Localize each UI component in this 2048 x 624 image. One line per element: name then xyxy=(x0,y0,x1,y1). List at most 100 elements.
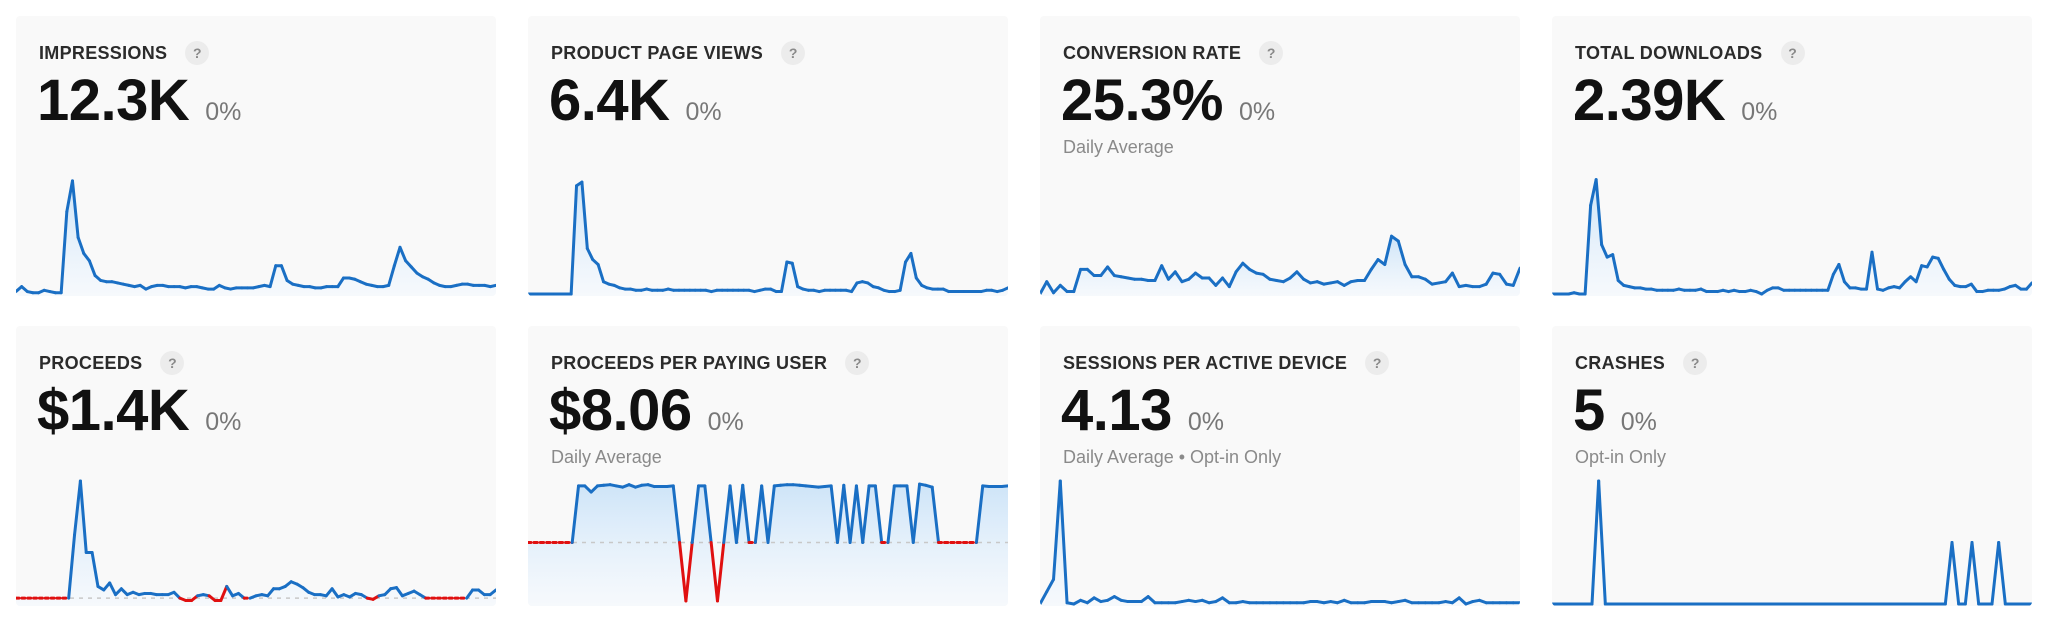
sparkline-segment xyxy=(570,484,581,544)
sparkline-segment xyxy=(690,484,701,544)
sparkline-segment xyxy=(1511,266,1520,287)
help-question-icon[interactable]: ? xyxy=(1780,41,1805,65)
sparkline-segment xyxy=(760,484,770,544)
sparkline-segment xyxy=(108,581,118,597)
metric-value: 12.3K xyxy=(37,68,190,133)
sparkline-chart[interactable] xyxy=(16,16,496,296)
metric-subtitle: Daily Average xyxy=(551,447,662,467)
sparkline-segment xyxy=(1914,264,1924,284)
help-question-icon[interactable]: ? xyxy=(1683,351,1708,375)
sparkline-segment xyxy=(394,586,404,598)
sparkline-segment xyxy=(850,281,859,294)
sparkline-segment xyxy=(1963,541,1974,606)
sparkline-area xyxy=(1040,481,1520,606)
sparkline-segment xyxy=(1597,479,1607,606)
metric-change: 0% xyxy=(1187,408,1225,436)
sparkline-segment xyxy=(1072,267,1083,294)
sparkline-chart[interactable] xyxy=(528,326,1008,606)
help-question-icon[interactable]: ? xyxy=(845,351,870,375)
metric-card-impressions[interactable]: IMPRESSIONS ? 12.3K 0% xyxy=(16,16,496,296)
sparkline-segment xyxy=(1498,272,1508,286)
sparkline-chart[interactable] xyxy=(16,326,496,606)
sparkline-segment xyxy=(930,485,941,544)
sparkline-segment xyxy=(1870,250,1880,291)
sparkline-segment xyxy=(1369,258,1380,271)
sparkline-segment xyxy=(1396,239,1407,266)
sparkline-segment xyxy=(715,541,726,603)
metric-card-crashes[interactable]: CRASHES ? 5 0% Opt-in Only xyxy=(1552,326,2032,606)
sparkline-segment xyxy=(488,588,496,597)
sparkline-segment xyxy=(1590,479,1601,606)
metric-title: PRODUCT PAGE VIEWS xyxy=(551,42,764,63)
metric-card-product-page-views[interactable]: PRODUCT PAGE VIEWS ? 6.4K 0% xyxy=(528,16,1008,296)
metric-card-conversion-rate[interactable]: CONVERSION RATE ? 25.3% 0% Daily Average xyxy=(1040,16,1520,296)
sparkline-area xyxy=(528,484,1008,606)
sparkline-segment xyxy=(974,484,985,544)
metric-card-proceeds[interactable]: PROCEEDS ? $1.4K 0% xyxy=(16,326,496,606)
card-header: CONVERSION RATE ? xyxy=(1063,41,1284,65)
metric-subtitle: Daily Average • Opt-in Only xyxy=(1063,447,1282,467)
value-row: $8.06 0% xyxy=(549,382,744,440)
sparkline-segment xyxy=(835,483,846,544)
sparkline-chart[interactable] xyxy=(1552,326,2032,606)
sparkline-segment xyxy=(70,179,80,239)
metric-title: PROCEEDS PER PAYING USER xyxy=(551,352,828,373)
sparkline-segment xyxy=(1997,541,2007,606)
help-question-icon[interactable]: ? xyxy=(185,41,210,65)
sparkline-segment xyxy=(1969,282,1979,294)
sparkline-segment xyxy=(1085,267,1096,278)
card-header: SESSIONS PER ACTIVE DEVICE ? xyxy=(1063,351,1390,375)
metric-title: IMPRESSIONS xyxy=(39,42,168,63)
sparkline-segment xyxy=(898,260,908,292)
card-header: PROCEEDS PER PAYING USER ? xyxy=(551,351,870,375)
help-question-icon[interactable]: ? xyxy=(1259,41,1284,65)
sparkline-segment xyxy=(336,276,346,289)
metric-card-proceeds-per-paying-user[interactable]: PROCEEDS PER PAYING USER ? $8.06 0% Dail… xyxy=(528,326,1008,606)
sparkline-segment xyxy=(1363,267,1373,282)
sparkline-segment xyxy=(1001,286,1008,292)
sparkline-area xyxy=(16,180,496,296)
sparkline-segment xyxy=(684,541,694,603)
sparkline-segment xyxy=(569,184,579,296)
metrics-grid: IMPRESSIONS ? 12.3K 0% PRODUCT PAGE VIEW… xyxy=(16,16,2032,608)
sparkline-segment xyxy=(1045,280,1056,295)
card-header: TOTAL DOWNLOADS ? xyxy=(1575,41,1805,65)
sparkline-segment xyxy=(753,484,764,544)
metric-subtitle: Daily Average xyxy=(1063,137,1174,157)
sparkline-segment xyxy=(392,245,402,268)
value-row: 12.3K 0% xyxy=(37,72,241,130)
metric-card-sessions-per-active-device[interactable]: SESSIONS PER ACTIVE DEVICE ? 4.13 0% Dai… xyxy=(1040,326,1520,606)
sparkline-segment xyxy=(1457,596,1468,606)
sparkline-chart[interactable] xyxy=(1552,16,2032,296)
help-question-icon[interactable]: ? xyxy=(160,351,185,375)
sparkline-segment xyxy=(585,246,595,262)
sparkline-segment xyxy=(1611,253,1620,282)
sparkline-segment xyxy=(1950,541,1961,606)
metric-card-total-downloads[interactable]: TOTAL DOWNLOADS ? 2.39K 0% xyxy=(1552,16,2032,296)
metric-change: 0% xyxy=(1741,98,1778,126)
sparkline-segment xyxy=(78,479,88,554)
sparkline-segment xyxy=(728,484,738,544)
help-question-icon[interactable]: ? xyxy=(1365,351,1390,375)
sparkline-segment xyxy=(1221,276,1231,289)
metric-value: 2.39K xyxy=(1573,68,1726,133)
card-header: IMPRESSIONS ? xyxy=(39,41,210,65)
sparkline-segment xyxy=(87,259,97,278)
metric-value: $1.4K xyxy=(37,378,190,443)
sparkline-segment xyxy=(766,484,776,544)
sparkline-segment xyxy=(909,251,918,280)
help-question-icon[interactable]: ? xyxy=(781,41,806,65)
sparkline-segment xyxy=(73,479,82,537)
sparkline-segment xyxy=(854,484,865,544)
sparkline-segment xyxy=(1925,255,1935,269)
sparkline-segment xyxy=(914,276,924,287)
sparkline-segment xyxy=(59,210,69,295)
sparkline-chart[interactable] xyxy=(528,16,1008,296)
metric-value: 25.3% xyxy=(1061,68,1223,133)
sparkline-segment xyxy=(1936,256,1946,271)
metric-title: SESSIONS PER ACTIVE DEVICE xyxy=(1063,352,1348,373)
sparkline-chart[interactable] xyxy=(1040,16,1520,296)
value-row: 5 0% xyxy=(1573,382,1657,440)
sparkline-chart[interactable] xyxy=(1040,326,1520,606)
sparkline-segment xyxy=(1234,261,1245,274)
